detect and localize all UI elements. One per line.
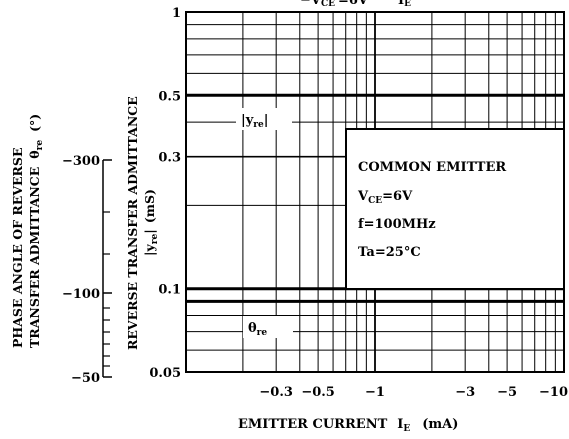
y-tick-labels: 0.05 0.1 0.3 0.5 1 [149,6,181,381]
top-cut-text: −VCE =6V IE [300,0,411,9]
y-axis-title-line2: |yre|(mS) [142,189,160,256]
annotation-box [345,128,565,290]
y-tick-label: 0.3 [158,151,181,166]
y-tick-label: 0.1 [158,283,181,298]
x-tick-label: −0.3 [259,385,293,400]
y-tick-label: 0.5 [158,89,181,104]
phase-axis-title-line1: PHASE ANGLE OF REVERSE [10,148,25,348]
x-tick-label: −10 [539,385,568,400]
phase-tick-label: −300 [62,154,100,169]
x-tick-label: −5 [497,385,517,400]
phase-axis-title-line2: TRANSFER ADMITTANCEθre(°) [27,114,45,348]
y-tick-label: 0.05 [149,366,181,381]
phase-tick-label: −50 [71,371,100,386]
annotation-line4: Ta=25°C [358,245,421,260]
phase-axis: −300 −100 −50 [62,154,112,386]
annotation-line2: VCE=6V [357,189,413,206]
y-axis-title-line1: REVERSE TRANSFER ADMITTANCE [125,96,140,350]
x-tick-label: −0.5 [301,385,335,400]
annotation-line3: f=100MHz [358,217,436,232]
x-tick-label: −3 [455,385,475,400]
x-tick-labels: −0.3 −0.5 −1 −3 −5 −10 [259,385,568,400]
x-tick-label: −1 [365,385,385,400]
annotation-line1: COMMON EMITTER [358,160,506,175]
x-axis-title: EMITTER CURRENT IE (mA) [238,417,458,434]
y-tick-label: 1 [172,6,181,21]
series-label-yre: |yre| [241,113,269,130]
series-label-theta: θre [248,321,267,338]
phase-tick-label: −100 [62,287,100,302]
